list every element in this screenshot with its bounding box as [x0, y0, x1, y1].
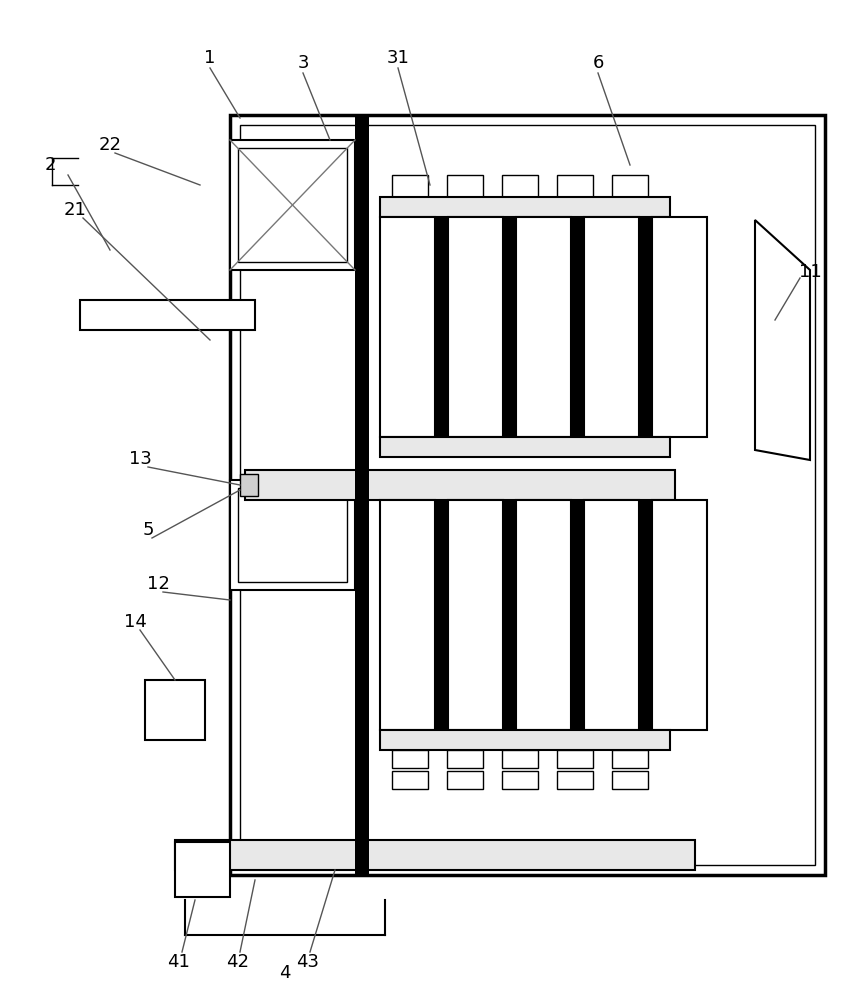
- Bar: [584, 217, 639, 437]
- Bar: [355, 115, 369, 875]
- Bar: [516, 500, 571, 730]
- Bar: [571, 217, 584, 437]
- Bar: [80, 300, 255, 330]
- Bar: [557, 175, 593, 197]
- Text: 42: 42: [226, 953, 250, 971]
- Bar: [380, 437, 670, 457]
- Text: 4: 4: [279, 964, 291, 982]
- Text: 41: 41: [166, 953, 189, 971]
- Bar: [240, 125, 815, 865]
- Text: 1: 1: [204, 49, 216, 67]
- Bar: [447, 771, 483, 789]
- Text: 11: 11: [799, 263, 821, 281]
- Bar: [557, 771, 593, 789]
- Bar: [639, 217, 652, 437]
- Bar: [175, 842, 230, 897]
- Bar: [447, 175, 483, 197]
- Bar: [557, 750, 593, 768]
- Bar: [380, 730, 670, 750]
- Text: 12: 12: [146, 575, 170, 593]
- Bar: [238, 488, 347, 582]
- Bar: [240, 474, 258, 496]
- Bar: [448, 217, 503, 437]
- Text: 14: 14: [124, 613, 146, 631]
- Bar: [639, 500, 652, 730]
- Bar: [503, 217, 516, 437]
- Text: 22: 22: [98, 136, 121, 154]
- Bar: [245, 470, 675, 500]
- Bar: [380, 217, 435, 437]
- Bar: [392, 750, 428, 768]
- Bar: [612, 750, 648, 768]
- Bar: [435, 217, 448, 437]
- Bar: [230, 480, 355, 590]
- Bar: [447, 750, 483, 768]
- Bar: [380, 500, 435, 730]
- Text: 43: 43: [296, 953, 319, 971]
- Text: 3: 3: [297, 54, 309, 72]
- Bar: [503, 500, 516, 730]
- Bar: [238, 148, 347, 262]
- Text: 6: 6: [592, 54, 604, 72]
- Bar: [612, 175, 648, 197]
- Text: 13: 13: [128, 450, 152, 468]
- Text: 5: 5: [142, 521, 154, 539]
- Bar: [571, 500, 584, 730]
- Text: 21: 21: [64, 201, 86, 219]
- Bar: [392, 771, 428, 789]
- Bar: [502, 750, 538, 768]
- Bar: [652, 500, 707, 730]
- Bar: [230, 115, 825, 875]
- Bar: [392, 175, 428, 197]
- Bar: [612, 771, 648, 789]
- Bar: [652, 217, 707, 437]
- Polygon shape: [755, 220, 810, 460]
- Bar: [380, 197, 670, 217]
- Bar: [502, 175, 538, 197]
- Text: 2: 2: [44, 156, 56, 174]
- Bar: [145, 680, 205, 740]
- Bar: [516, 217, 571, 437]
- Bar: [175, 840, 695, 870]
- Text: 31: 31: [387, 49, 410, 67]
- Bar: [435, 500, 448, 730]
- Bar: [584, 500, 639, 730]
- Bar: [502, 771, 538, 789]
- Bar: [448, 500, 503, 730]
- Bar: [230, 140, 355, 270]
